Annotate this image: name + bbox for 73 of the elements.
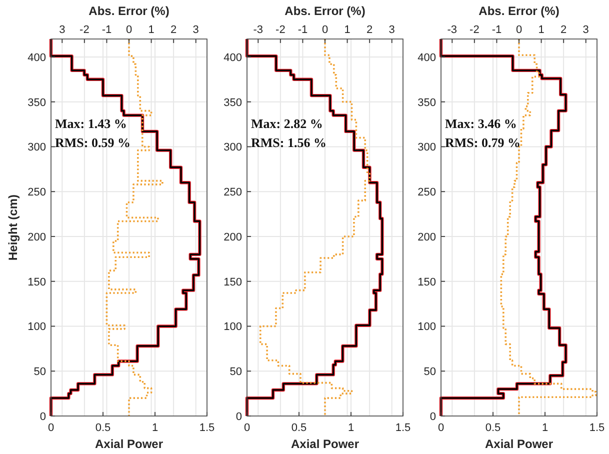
y-tick-label: 300 <box>418 142 436 154</box>
x2-tick-label: 0 <box>126 24 132 36</box>
x2-tick-label: -2 <box>276 24 286 36</box>
x-tick-label: 1.5 <box>395 422 411 434</box>
x-tick-label: 0.5 <box>95 422 111 434</box>
y-tick-label: 250 <box>28 186 46 199</box>
y-tick-label: 250 <box>418 186 436 199</box>
y-tick-label: 50 <box>424 366 436 378</box>
x-tick-label: 1 <box>152 422 158 434</box>
y-tick-label: 150 <box>418 276 436 288</box>
y-tick-label: 100 <box>224 321 242 334</box>
y-tick-label: 0 <box>40 411 46 423</box>
y-tick-label: 200 <box>28 231 46 244</box>
x2-tick-label: -3 <box>447 24 458 36</box>
annotation: Max: 3.46 % <box>445 116 517 131</box>
annotation: Max: 1.43 % <box>55 116 127 131</box>
y-tick-label: 350 <box>418 96 436 109</box>
x2-tick-label: -3 <box>253 24 264 36</box>
x-tick-label: 1 <box>542 422 548 434</box>
x2-tick-label: 3 <box>59 24 66 36</box>
x-tick-label: 0 <box>244 422 250 434</box>
x-axis-title: Axial Power <box>290 437 360 451</box>
x2-tick-label: 2 <box>366 24 373 36</box>
x-tick-label: 0 <box>438 422 444 434</box>
y-tick-label: 200 <box>418 231 436 244</box>
annotation: RMS: 1.56 % <box>251 135 326 150</box>
x2-tick-label: -1 <box>298 24 308 36</box>
x2-tick-label: 2 <box>560 24 567 36</box>
y-tick-label: 0 <box>430 411 436 423</box>
y-tick-label: 350 <box>224 96 242 109</box>
x2-axis-title: Abs. Error (%) <box>478 4 560 18</box>
x2-tick-label: -2 <box>470 24 480 36</box>
y-tick-label: 400 <box>28 52 46 64</box>
y-tick-label: 100 <box>28 321 46 334</box>
y-tick-label: 50 <box>230 366 242 378</box>
x2-tick-label: 0 <box>516 24 522 36</box>
x2-axis-title: Abs. Error (%) <box>284 4 366 18</box>
x2-axis-title: Abs. Error (%) <box>88 4 170 18</box>
x2-tick-label: -2 <box>80 24 90 36</box>
y-tick-label: 300 <box>28 142 46 154</box>
x-tick-label: 0.5 <box>485 422 501 434</box>
x2-tick-label: 1 <box>538 24 544 36</box>
x-tick-label: 1 <box>348 422 354 434</box>
y-tick-label: 300 <box>224 142 242 154</box>
y-tick-label: 200 <box>224 231 242 244</box>
annotation: Max: 2.82 % <box>251 116 323 131</box>
y-tick-label: 0 <box>236 411 242 423</box>
x2-tick-label: 3 <box>582 24 589 36</box>
annotation: RMS: 0.59 % <box>55 135 130 150</box>
x-axis-title: Axial Power <box>484 437 554 451</box>
y-tick-label: 50 <box>34 366 46 378</box>
y-tick-label: 350 <box>28 96 46 109</box>
x-tick-label: 0.5 <box>291 422 307 434</box>
x-tick-label: 1.5 <box>589 422 605 434</box>
x2-tick-label: 3 <box>388 24 395 36</box>
x2-tick-label: -1 <box>102 24 112 36</box>
x2-tick-label: 0 <box>322 24 328 36</box>
y-tick-label: 250 <box>224 186 242 199</box>
x-axis-title: Axial Power <box>94 437 164 451</box>
x2-tick-label: 3 <box>192 24 199 36</box>
y-tick-label: 400 <box>418 52 436 64</box>
x2-tick-label: 2 <box>170 24 177 36</box>
y-tick-label: 100 <box>418 321 436 334</box>
x2-tick-label: -1 <box>492 24 502 36</box>
y-axis-title: Height (cm) <box>6 194 20 260</box>
y-tick-label: 150 <box>224 276 242 288</box>
annotation: RMS: 0.79 % <box>445 135 520 150</box>
x2-tick-label: 1 <box>148 24 154 36</box>
y-tick-label: 150 <box>28 276 46 288</box>
y-tick-label: 400 <box>224 52 242 64</box>
x2-tick-label: 1 <box>344 24 350 36</box>
x-tick-label: 0 <box>48 422 54 434</box>
x-tick-label: 1.5 <box>199 422 215 434</box>
